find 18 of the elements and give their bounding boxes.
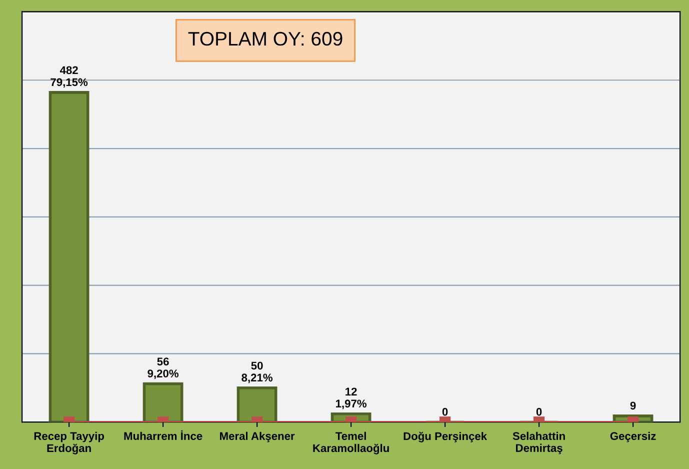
data-label: 50 8,21% xyxy=(242,362,273,384)
bar xyxy=(48,91,90,422)
x-tick-label: Geçersiz xyxy=(610,432,656,442)
data-label: 9 xyxy=(630,402,636,410)
data-label: 482 79,15% xyxy=(50,66,88,88)
text: TOPLAM OY: 609 xyxy=(188,32,342,46)
x-tick-label: Meral Akşener xyxy=(220,432,295,442)
x-tick-label: Doğu Perşinçek xyxy=(404,432,488,442)
x-tick-label: Muharrem İnce xyxy=(124,430,202,440)
x-tick-label: Recep Tayyip Erdoğan xyxy=(34,432,104,454)
bar xyxy=(236,386,278,422)
data-label: 0 xyxy=(536,408,542,416)
x-tick-label: Selahattin Demirtaş xyxy=(512,432,565,454)
data-label: 12 1,97% xyxy=(336,388,367,410)
data-label: 0 xyxy=(442,408,448,416)
bar xyxy=(142,382,184,422)
x-tick-label: Temel Karamollaoğlu xyxy=(313,432,389,454)
data-label: 56 9,20% xyxy=(148,358,179,380)
